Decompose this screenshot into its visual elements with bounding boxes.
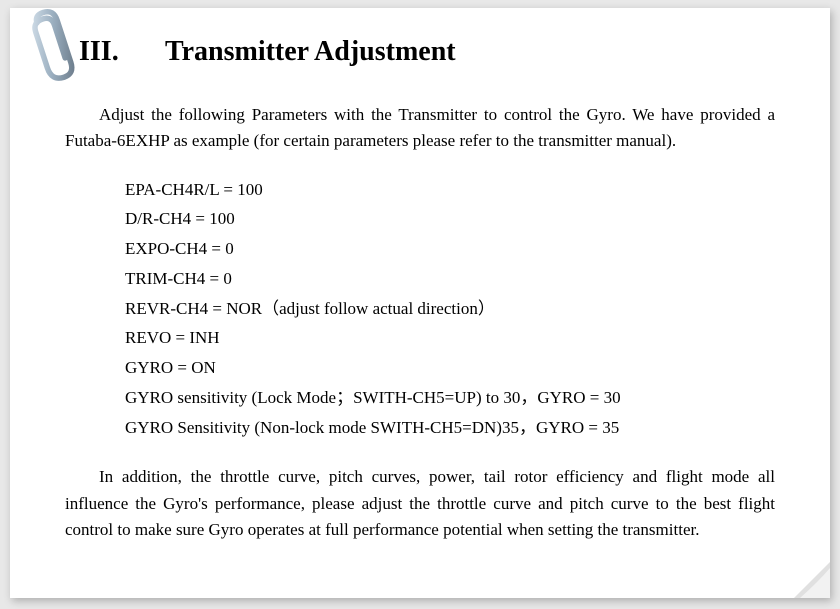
param-line: EPA-CH4R/L = 100 [125,175,775,205]
param-line: GYRO = ON [125,353,775,383]
param-line: TRIM-CH4 = 0 [125,264,775,294]
param-line: GYRO sensitivity (Lock Mode；SWITH-CH5=UP… [125,383,775,413]
param-line: REVO = INH [125,323,775,353]
document-page: III. Transmitter Adjustment Adjust the f… [10,8,830,598]
page-curl-icon [794,562,830,598]
intro-paragraph: Adjust the following Parameters with the… [65,102,775,155]
section-heading: III. Transmitter Adjustment [65,36,775,68]
parameter-list: EPA-CH4R/L = 100 D/R-CH4 = 100 EXPO-CH4 … [65,175,775,443]
footer-paragraph: In addition, the throttle curve, pitch c… [65,464,775,543]
paperclip-icon [22,4,92,94]
param-line: REVR-CH4 = NOR（adjust follow actual dire… [125,294,775,324]
param-line: GYRO Sensitivity (Non-lock mode SWITH-CH… [125,413,775,443]
heading-title: Transmitter Adjustment [165,36,456,68]
param-line: EXPO-CH4 = 0 [125,234,775,264]
param-line: D/R-CH4 = 100 [125,204,775,234]
